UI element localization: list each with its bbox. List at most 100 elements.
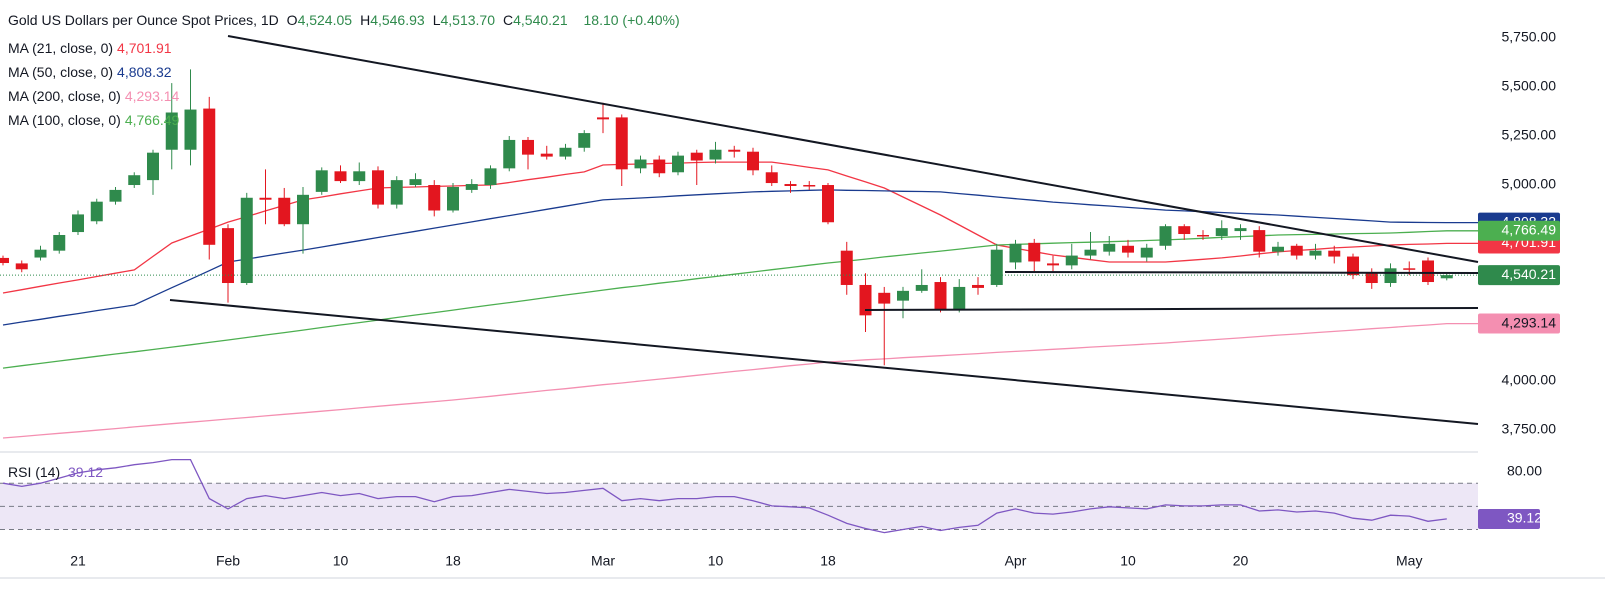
candle-body [147,152,159,181]
candle-body [184,109,197,150]
header: Gold US Dollars per Ounce Spot Prices, 1… [8,12,684,28]
y-tick-label: 5,750.00 [1502,29,1557,45]
candle-body [597,117,609,120]
x-tick-label: Feb [216,553,240,569]
ma-legend-row: MA (21, close, 0) 4,701.91 [8,36,183,60]
candle-body [990,249,1003,285]
axis-labels: 3,750.00 4,000.00 5,000.00 5,250.00 5,500.00… [70,29,1560,569]
y-tick-label: 4,000.00 [1502,372,1557,388]
candle-body [1197,234,1209,237]
candle-body [1272,246,1284,252]
y-tick-label: 5,250.00 [1502,127,1557,143]
candle-body [428,185,441,211]
ma-name: MA (200, close, 0) [8,88,121,104]
x-tick-label: 10 [708,553,724,569]
candle-body [634,159,647,169]
ohlc-value: 4,546.93 [370,12,425,28]
candle-body [878,292,891,304]
candle-body [1253,230,1266,252]
price-box-label: 4,540.21 [1502,266,1557,282]
candle-body [1028,242,1041,262]
candle-body [953,286,966,311]
candle-body [615,117,628,170]
candle-body [784,184,797,186]
rsi-box-label: 39.12 [1507,510,1542,526]
candle-body [240,197,253,284]
candle-body [1328,250,1341,257]
candle-body [53,234,66,251]
candle-body [728,149,741,152]
x-tick-label: May [1396,553,1422,569]
candle-body [1159,226,1172,246]
rsi-value: 39.12 [68,464,104,480]
candle-body [803,185,816,187]
candle-body [1065,255,1078,266]
support-line [864,307,1479,311]
ohlc-value: 4,513.70 [440,12,495,28]
candle-body [709,149,722,160]
candle-body [165,112,178,150]
candle-body [747,151,759,171]
candle-body [1215,228,1228,236]
candle-body [653,159,666,174]
candle-body [203,108,216,245]
candle-body [128,175,141,186]
candle-body [447,186,459,211]
ma-line [2,322,1478,439]
candle-body [1047,263,1059,266]
y-tick-label: 5,500.00 [1502,78,1557,94]
candle-body [34,249,47,258]
ma-legend-row: MA (100, close, 0) 4,766.49 [8,108,183,132]
ma-value: 4,808.32 [117,64,172,80]
candle-body [465,184,478,190]
y-tick-label: 5,000.00 [1502,176,1557,192]
rsi-name: RSI (14) [8,464,61,480]
x-tick-label: 18 [820,553,836,569]
candle-body [15,263,28,270]
candle-body [1103,243,1116,252]
price-box [1478,220,1560,241]
candle-body [1384,268,1397,284]
candle-body [765,172,778,184]
symbol-title: Gold US Dollars per Ounce Spot Prices, 1… [8,12,279,28]
candle-body [372,170,384,205]
ma-value: 4,766.49 [124,112,180,128]
rsi-box [1478,508,1540,529]
ohlc-value: 4,524.05 [297,12,353,28]
candle-body [1178,226,1191,235]
rsi-line [2,458,1447,534]
x-tick-label: 20 [1233,553,1249,569]
candle-body [559,147,572,157]
candle-body [503,139,516,169]
ohlc-key: C [502,12,514,28]
candle-body [1309,250,1322,256]
candle-body [222,228,234,284]
x-tick-label: 21 [70,553,86,569]
ma-value: 4,293.14 [124,88,180,104]
candle-body [315,170,328,192]
candle-body [259,197,272,200]
candle-body [72,214,84,233]
candle-body [484,168,497,186]
rsi-legend: RSI (14) 39.12 [8,464,107,480]
candle-body [334,171,347,182]
ma-name: MA (100, close, 0) [8,112,121,128]
candle-body [672,155,684,173]
candle-body [297,194,309,225]
candle-body [840,250,853,285]
candle-body [1347,256,1359,276]
support-line [1004,271,1479,274]
candle-body [1440,275,1453,279]
ma-value: 4,701.91 [117,40,172,56]
candle-body [1234,228,1247,232]
candle-body [109,189,122,202]
candle-body [353,171,366,182]
price-box-label: 4,293.14 [1502,314,1557,330]
candle-body [0,257,9,264]
candle-body [1365,272,1378,284]
ma-legend-row: MA (50, close, 0) 4,808.32 [8,60,183,84]
ohlc-value: 4,540.21 [513,12,568,28]
price-pane [0,69,1478,534]
